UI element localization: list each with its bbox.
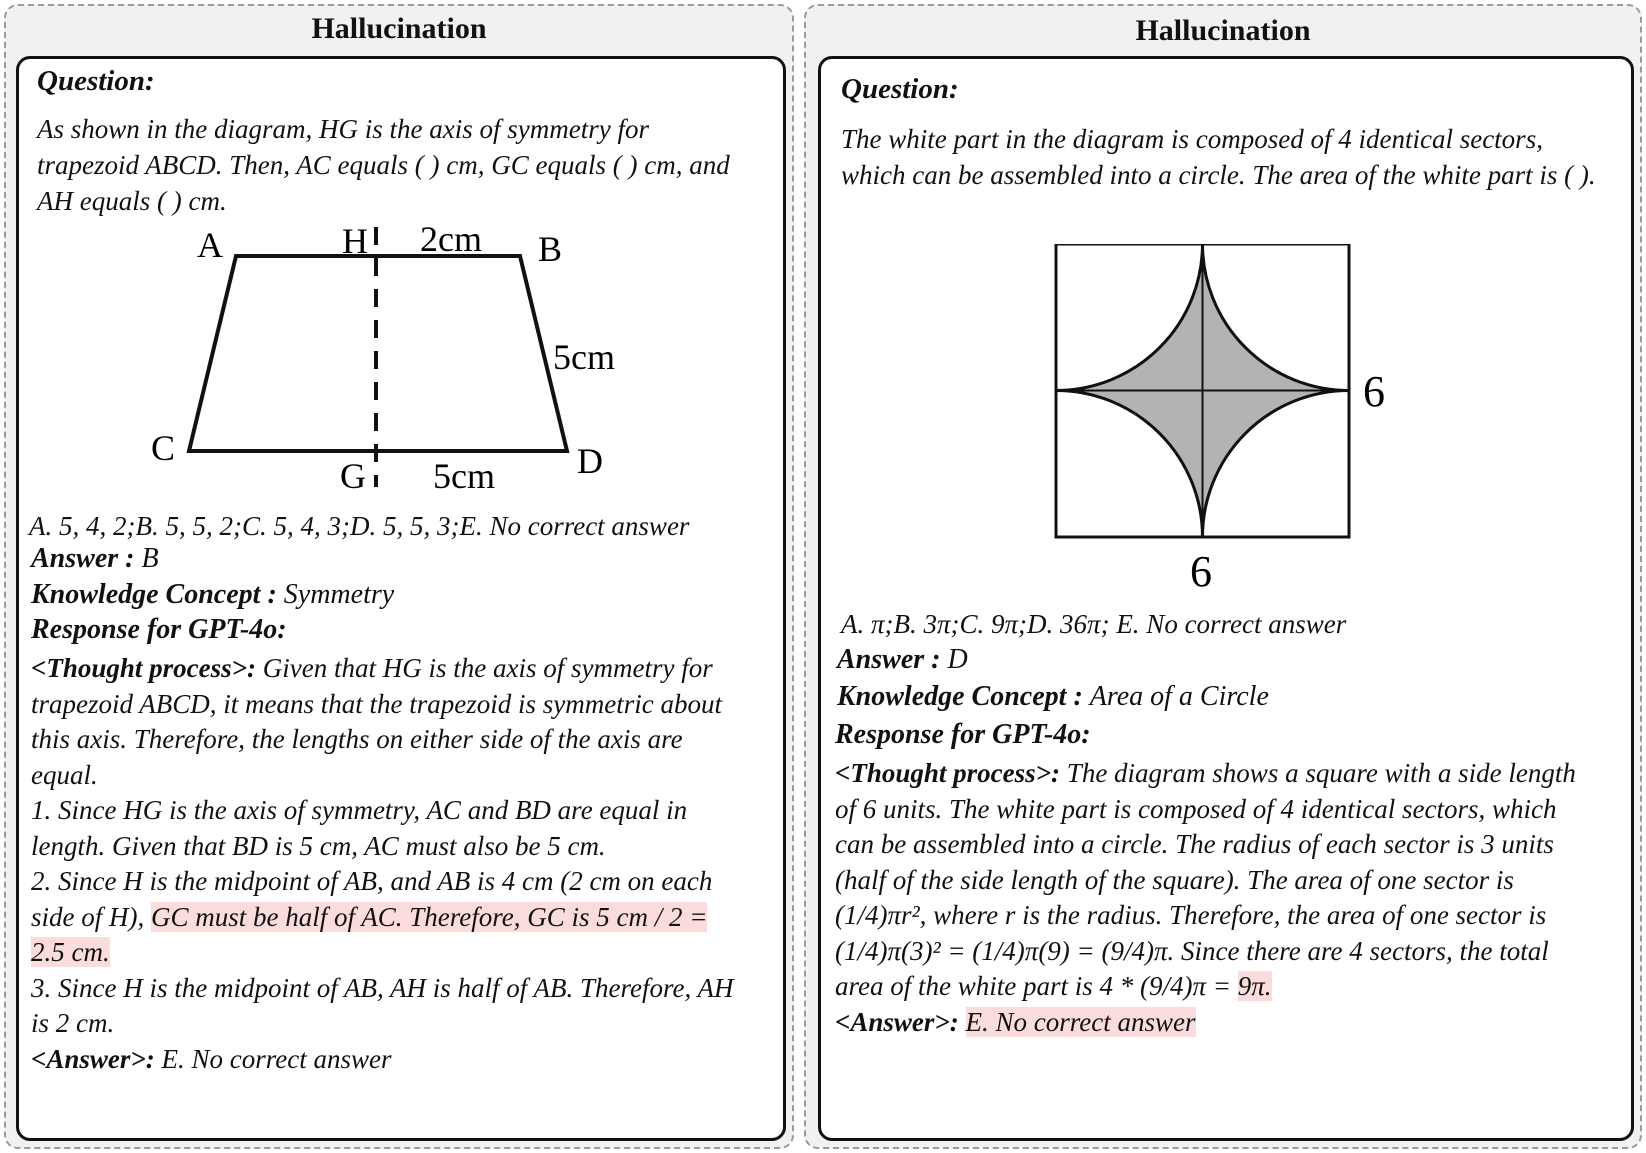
right-final-value: E. No correct answer — [965, 1006, 1196, 1037]
label-g: G — [340, 456, 366, 496]
right-card: Question: The white part in the diagram … — [818, 56, 1634, 1141]
label-a: A — [197, 225, 223, 265]
square-diagram: 6 6 — [1054, 244, 1385, 596]
left-answer-label: Answer : — [31, 543, 135, 574]
trapezoid-shape — [186, 254, 570, 453]
right-thought: <Thought process>: The diagram shows a s… — [835, 756, 1600, 1005]
right-concept-line: Knowledge Concept : Area of a Circle — [837, 681, 1269, 713]
left-thought-label: <Thought process>: — [31, 653, 257, 683]
left-concept-value: Symmetry — [283, 579, 395, 610]
label-side-measure: 5cm — [553, 337, 615, 377]
right-response-body: <Thought process>: The diagram shows a s… — [835, 756, 1600, 1040]
left-response-body: <Thought process>: Given that HG is the … — [31, 651, 743, 1077]
left-panel: Hallucination Question: As shown in the … — [4, 4, 794, 1149]
trapezoid-diagram: A H 2cm B 5cm C D G 5cm — [151, 219, 615, 496]
right-hallucination-highlight: 9π. — [1237, 971, 1272, 1001]
right-concept-value: Area of a Circle — [1089, 681, 1269, 712]
left-concept-label: Knowledge Concept : — [31, 579, 277, 610]
label-side-right: 6 — [1363, 367, 1385, 416]
label-bottom-measure: 5cm — [433, 456, 495, 496]
left-final-answer: <Answer>: E. No correct answer — [31, 1042, 743, 1078]
label-d: D — [577, 441, 603, 481]
left-panel-title: Hallucination — [311, 12, 487, 45]
left-final-value: E. No correct answer — [161, 1043, 392, 1074]
left-concept-line: Knowledge Concept : Symmetry — [31, 579, 394, 611]
label-top-measure: 2cm — [420, 219, 482, 259]
right-panel-title: Hallucination — [1135, 14, 1311, 47]
left-response-line: Response for GPT-4o: — [31, 614, 287, 646]
label-c: C — [151, 428, 175, 468]
label-side-bottom: 6 — [1190, 547, 1212, 596]
right-concept-label: Knowledge Concept : — [837, 681, 1083, 712]
right-question-label: Question: — [841, 73, 959, 105]
left-question-text: As shown in the diagram, HG is the axis … — [37, 114, 730, 216]
right-response-label: Response for GPT-4o: — [835, 719, 1091, 750]
left-question-label: Question: — [37, 65, 155, 97]
right-thought-text: The diagram shows a square with a side l… — [835, 758, 1576, 1001]
left-final-label: <Answer>: — [31, 1043, 155, 1074]
right-answer-value: D — [947, 644, 968, 675]
right-final-label: <Answer>: — [835, 1006, 959, 1037]
left-answer-line: Answer : B — [31, 543, 159, 575]
right-thought-label: <Thought process>: — [835, 758, 1061, 788]
left-card: Question: As shown in the diagram, HG is… — [16, 56, 786, 1141]
right-final-answer: <Answer>: E. No correct answer — [835, 1005, 1600, 1041]
left-step-3: 3. Since H is the midpoint of AB, AH is … — [31, 972, 734, 1039]
right-answer-line: Answer : D — [837, 644, 968, 676]
right-panel: Hallucination Question: The white part i… — [804, 4, 1642, 1149]
left-options: A. 5, 4, 2;B. 5, 5, 2;C. 5, 4, 3;D. 5, 5… — [29, 511, 690, 541]
square-border — [1054, 244, 1351, 539]
left-thought-text: Given that HG is the axis of symmetry fo… — [31, 653, 722, 790]
right-question-text: The white part in the diagram is compose… — [841, 124, 1596, 190]
right-options: A. π;B. 3π;C. 9π;D. 36π; E. No correct a… — [841, 609, 1347, 639]
label-b: B — [538, 229, 562, 269]
right-answer-label: Answer : — [837, 644, 941, 675]
left-step-2-text: 2. Since H is the midpoint of AB, and AB… — [31, 866, 713, 932]
left-step-1: 1. Since HG is the axis of symmetry, AC … — [31, 795, 688, 861]
left-answer-value: B — [141, 543, 159, 574]
left-thought: <Thought process>: Given that HG is the … — [31, 651, 743, 793]
right-response-line: Response for GPT-4o: — [835, 719, 1091, 751]
label-h: H — [342, 221, 368, 261]
left-response-label: Response for GPT-4o: — [31, 614, 287, 645]
left-step-2: 2. Since H is the midpoint of AB, and AB… — [31, 864, 743, 971]
